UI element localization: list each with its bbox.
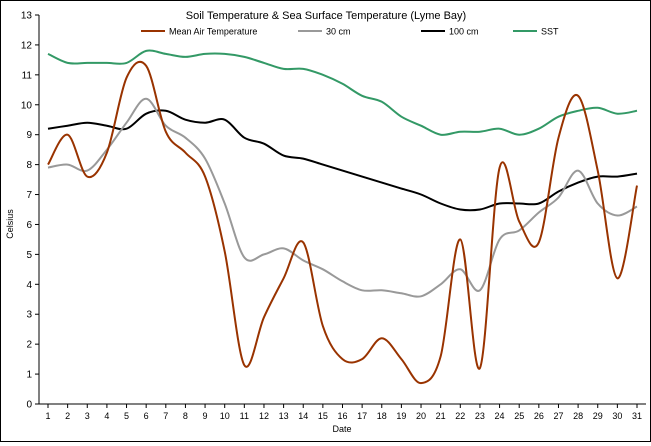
x-tick-label: 26	[534, 411, 544, 421]
x-tick-label: 4	[104, 411, 109, 421]
legend-label-mean-air-temperature: Mean Air Temperature	[169, 27, 257, 37]
y-tick-label: 0	[26, 400, 32, 411]
legend-label-30-cm: 30 cm	[326, 27, 351, 37]
x-tick-label: 31	[632, 411, 642, 421]
x-tick-label: 3	[85, 411, 90, 421]
x-tick-label: 5	[124, 411, 129, 421]
legend: Mean Air Temperature 30 cm 100 cm SST	[141, 27, 559, 37]
y-tick-label: 3	[26, 310, 32, 321]
x-tick-label: 25	[514, 411, 524, 421]
series-line-sst	[47, 49, 638, 136]
y-tick-label: 1	[26, 370, 32, 381]
y-tick-label: 13	[21, 11, 33, 22]
y-tick-label: 5	[26, 250, 32, 261]
y-axis-label: Celsius	[5, 209, 15, 239]
series-layer	[47, 49, 638, 385]
x-axis-label: Date	[332, 424, 351, 434]
x-tick-label: 24	[495, 411, 505, 421]
x-tick-label: 7	[163, 411, 168, 421]
x-tick-label: 9	[203, 411, 208, 421]
legend-label-sst: SST	[541, 27, 559, 37]
x-tick-label: 8	[183, 411, 188, 421]
y-tick-label: 8	[26, 160, 32, 171]
x-tick-label: 29	[593, 411, 603, 421]
y-tick-label: 4	[26, 280, 32, 291]
x-tick-label: 27	[553, 411, 563, 421]
y-tick-label: 7	[26, 190, 32, 201]
x-tick-label: 13	[279, 411, 289, 421]
x-tick-label: 22	[455, 411, 465, 421]
y-tick-label: 2	[26, 340, 32, 351]
x-tick-label: 17	[357, 411, 367, 421]
series-line-30-cm	[47, 97, 638, 298]
x-tick-label: 15	[318, 411, 328, 421]
x-tick-label: 23	[475, 411, 485, 421]
series-line-mean-air-temperature	[47, 60, 638, 385]
x-tick-label: 2	[65, 411, 70, 421]
x-tick-label: 21	[436, 411, 446, 421]
x-tick-label: 20	[416, 411, 426, 421]
y-tick-label: 11	[22, 70, 33, 81]
x-tick-label: 6	[144, 411, 149, 421]
x-tick-label: 28	[573, 411, 583, 421]
legend-label-100-cm: 100 cm	[449, 27, 479, 37]
y-tick-label: 10	[21, 100, 33, 111]
x-tick-label: 16	[337, 411, 347, 421]
x-tick-label: 18	[377, 411, 387, 421]
x-tick-label: 14	[298, 411, 308, 421]
x-tick-label: 12	[259, 411, 269, 421]
y-tick-label: 12	[21, 40, 33, 51]
x-tick-label: 1	[45, 411, 50, 421]
y-tick-label: 9	[26, 130, 32, 141]
x-tick-label: 30	[612, 411, 622, 421]
y-tick-label: 6	[26, 220, 32, 231]
x-tick-label: 10	[220, 411, 230, 421]
chart-title: Soil Temperature & Sea Surface Temperatu…	[186, 10, 466, 22]
series-line-100-cm	[47, 109, 638, 212]
x-tick-label: 19	[396, 411, 406, 421]
x-tick-label: 11	[240, 411, 249, 421]
